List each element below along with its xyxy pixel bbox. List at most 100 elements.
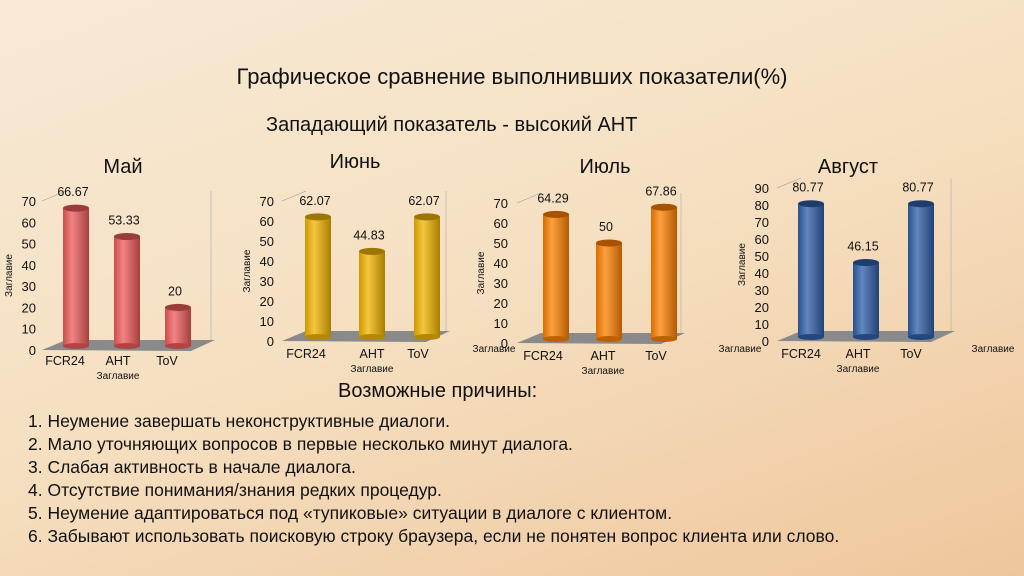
bar <box>651 207 677 339</box>
y-tick-label: 10 <box>494 316 508 331</box>
causes-heading: Возможные причины: <box>338 380 538 402</box>
bar <box>543 214 569 339</box>
bar <box>165 307 191 346</box>
y-tick-label: 90 <box>755 181 769 196</box>
grid-line <box>516 192 542 204</box>
y-tick-label: 0 <box>29 343 36 358</box>
data-label: 64.29 <box>537 191 568 205</box>
chart-title: Май <box>103 156 142 178</box>
bar-top <box>908 200 934 208</box>
y-tick-label: 20 <box>22 300 36 315</box>
bar-base <box>596 336 622 342</box>
x-tick-label: ToV <box>407 347 429 361</box>
y-tick-label: 10 <box>22 322 36 337</box>
x-tick-label: AHT <box>106 354 131 368</box>
bar <box>798 203 824 337</box>
chart-2: Июнь 0 10 20 30 40 50 60 70 Заглавие 62.07 FCR24 44.… <box>242 151 450 375</box>
chart-title: Июль <box>579 156 630 178</box>
side-axis-label: Заглавие <box>473 344 516 355</box>
chart-3: Июль 0 10 20 30 40 50 60 70 Заглавие 64.29 FCR24 50 A… <box>473 156 685 377</box>
bar-top <box>359 247 385 255</box>
x-tick-label: AHT <box>846 347 871 361</box>
data-label: 50 <box>599 220 613 234</box>
y-tick-label: 10 <box>260 314 274 329</box>
bar-base <box>853 334 879 340</box>
y-tick-label: 10 <box>755 317 769 332</box>
bar-top <box>651 203 677 211</box>
chart-title: Июнь <box>330 151 381 173</box>
y-tick-label: 50 <box>755 249 769 264</box>
y-tick-label: 50 <box>22 237 36 252</box>
x-tick-label: FCR24 <box>523 349 563 363</box>
data-label: 53.33 <box>108 213 139 227</box>
y-tick-label: 30 <box>755 283 769 298</box>
bar-base <box>414 334 440 340</box>
x-axis-label: Заглавие <box>351 364 394 375</box>
bar-base <box>165 343 191 349</box>
data-label: 80.77 <box>792 181 823 195</box>
y-tick-label: 30 <box>260 274 274 289</box>
y-tick-label: 70 <box>22 194 36 209</box>
bar <box>908 203 934 337</box>
y-tick-label: 0 <box>501 336 508 351</box>
y-tick-label: 40 <box>260 254 274 269</box>
chart-1: Май 0 10 20 30 40 50 60 70 Заглавие 66.67 FCR24 53.3… <box>4 156 215 382</box>
y-tick-label: 40 <box>22 258 36 273</box>
data-label: 62.07 <box>408 194 439 208</box>
bar <box>359 251 385 337</box>
bar-base <box>908 334 934 340</box>
bar <box>853 262 879 337</box>
bar-base <box>63 343 89 349</box>
bar-top <box>165 303 191 311</box>
x-tick-label: AHT <box>591 349 616 363</box>
data-label: 44.83 <box>353 228 384 242</box>
bar-top <box>414 213 440 221</box>
y-tick-label: 20 <box>494 296 508 311</box>
bar <box>414 216 440 337</box>
x-tick-label: ToV <box>900 347 922 361</box>
y-tick-label: 0 <box>762 334 769 349</box>
side-axis-label: Заглавие <box>972 344 1015 355</box>
grid-line <box>776 177 802 189</box>
grid-line <box>41 190 67 202</box>
side-axis-label: Заглавие <box>719 344 762 355</box>
bar-base <box>543 336 569 342</box>
bar-top <box>114 232 140 240</box>
bar-base <box>359 334 385 340</box>
bar <box>63 208 89 346</box>
bar <box>596 243 622 339</box>
y-axis-label: Заглавие <box>242 249 253 292</box>
chart-4: Август 0 10 20 30 40 50 60 70 80 90 Заглавие 80.77 FC… <box>719 156 1015 375</box>
y-tick-label: 30 <box>494 276 508 291</box>
y-tick-label: 70 <box>260 194 274 209</box>
data-label: 80.77 <box>902 181 933 195</box>
y-tick-label: 60 <box>260 214 274 229</box>
bar <box>114 236 140 346</box>
y-tick-label: 80 <box>755 198 769 213</box>
cause-item: 2. Мало уточняющих вопросов в первые нес… <box>28 434 573 454</box>
x-tick-label: FCR24 <box>286 347 326 361</box>
bar-top <box>543 210 569 218</box>
x-tick-label: ToV <box>645 349 667 363</box>
cause-item: 4. Отсутствие понимания/знания редких пр… <box>28 480 442 500</box>
x-tick-label: FCR24 <box>45 354 85 368</box>
bar-base <box>305 334 331 340</box>
y-axis-label: Заглавие <box>476 251 487 294</box>
x-axis-label: Заглавие <box>837 364 880 375</box>
y-tick-label: 30 <box>22 279 36 294</box>
bar-base <box>651 336 677 342</box>
causes-list: 1. Неумение завершать неконструктивные д… <box>28 410 839 548</box>
y-tick-label: 20 <box>260 294 274 309</box>
bar-base <box>798 334 824 340</box>
bar-base <box>114 343 140 349</box>
y-tick-label: 60 <box>755 232 769 247</box>
slide-subtitle: Западающий показатель - высокий АНТ <box>266 114 638 136</box>
x-axis-label: Заглавие <box>97 371 140 382</box>
y-axis-label: Заглавие <box>737 243 748 286</box>
y-axis-label: Заглавие <box>4 254 15 297</box>
data-label: 20 <box>168 284 182 298</box>
bar-top <box>305 213 331 221</box>
y-tick-label: 70 <box>755 215 769 230</box>
y-tick-label: 60 <box>494 216 508 231</box>
